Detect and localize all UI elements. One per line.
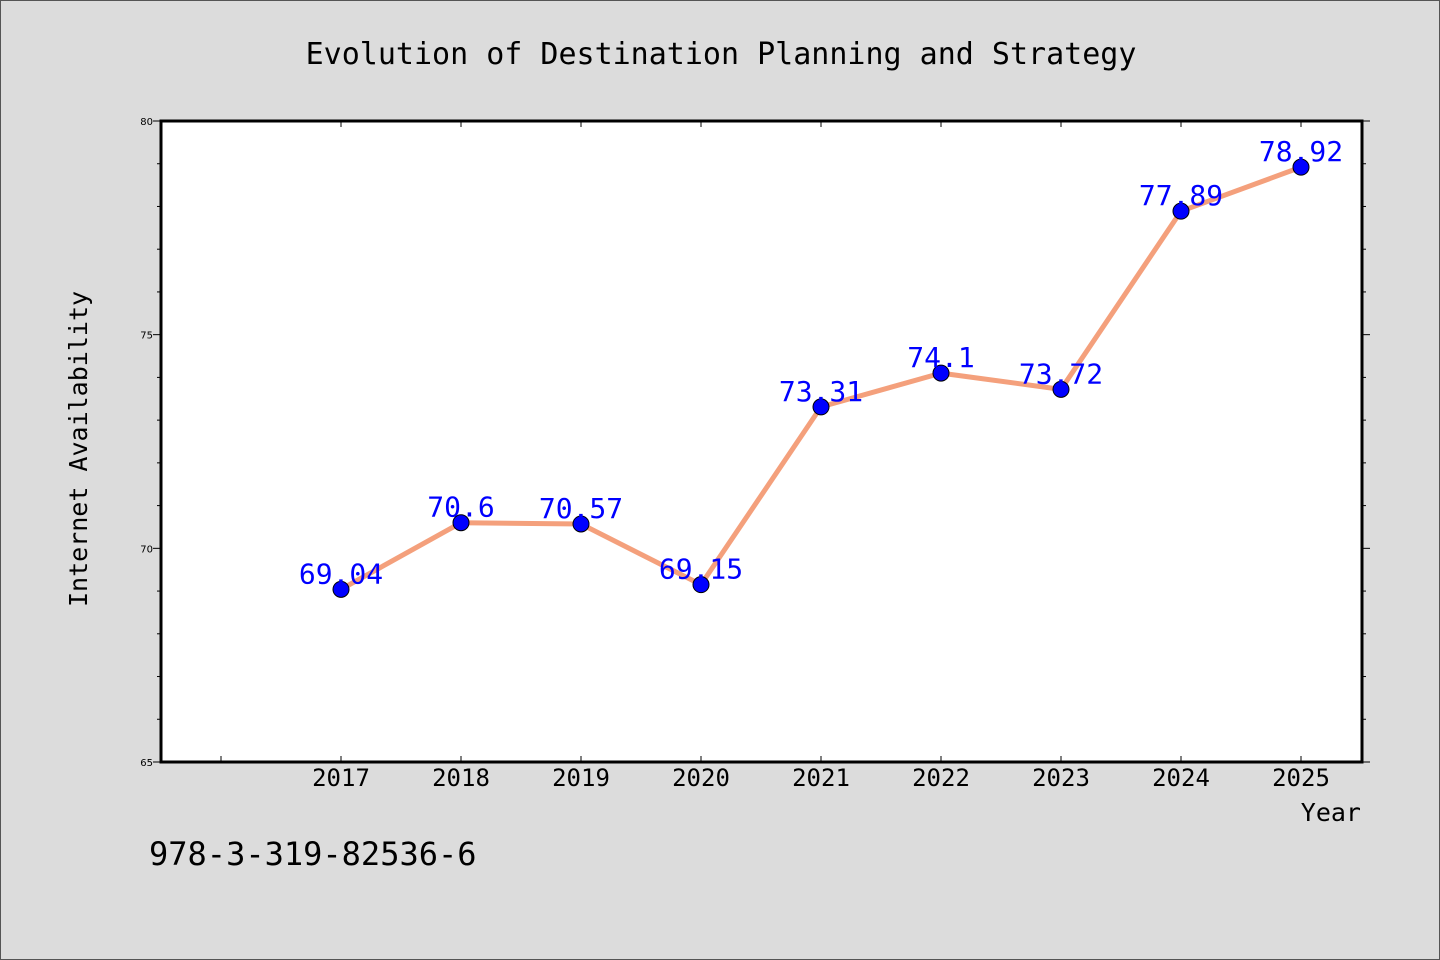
data-label: 74.1 — [907, 341, 974, 374]
plot-frame — [159, 119, 1364, 764]
x-tick-label: 2017 — [312, 764, 370, 792]
data-label: 78.92 — [1259, 135, 1343, 168]
x-tick-label: 2018 — [432, 764, 490, 792]
data-point — [332, 580, 350, 598]
data-point — [1292, 158, 1310, 176]
data-label: 69.04 — [299, 557, 383, 590]
data-point — [692, 576, 710, 594]
x-tick-label: 2019 — [552, 764, 610, 792]
data-label: 70.6 — [427, 491, 494, 524]
x-tick-label: 2025 — [1272, 764, 1330, 792]
x-axis-label: Year — [1301, 798, 1361, 827]
data-markers — [332, 158, 1310, 598]
x-tick-label: 2024 — [1152, 764, 1210, 792]
data-label: 69.15 — [659, 553, 743, 586]
chart-title: Evolution of Destination Planning and St… — [306, 37, 1137, 72]
x-tick-label: 2023 — [1032, 764, 1090, 792]
data-point — [932, 364, 950, 382]
x-tick-label: 2022 — [912, 764, 970, 792]
data-point — [452, 514, 470, 532]
x-tick-label: 2020 — [672, 764, 730, 792]
data-point — [812, 398, 830, 416]
y-tick-label: 65 — [140, 758, 153, 769]
footer-code: 978-3-319-82536-6 — [149, 835, 477, 873]
data-label: 73.72 — [1019, 357, 1103, 390]
data-labels: 69.04 70.6 70.57 69.15 73.31 74.1 73.72 77.89 78… — [299, 135, 1343, 590]
data-point — [572, 515, 590, 533]
data-point — [1172, 202, 1190, 220]
x-axis-ticks: 2017 2018 2019 2020 2021 2022 2023 2024 2025 — [220, 121, 1330, 792]
y-axis-ticks: 65 70 75 80 — [140, 117, 161, 769]
data-point — [1052, 380, 1070, 398]
y-tick-label: 80 — [140, 117, 153, 128]
data-label: 70.57 — [539, 492, 623, 525]
plot-area — [161, 121, 1362, 762]
y-tick-label: 75 — [140, 331, 153, 342]
y-tick-label: 70 — [140, 544, 153, 555]
y-axis-label: Internet Availability — [64, 291, 93, 607]
x-tick-label: 2021 — [792, 764, 850, 792]
data-label: 73.31 — [779, 375, 863, 408]
data-label: 77.89 — [1139, 179, 1223, 212]
